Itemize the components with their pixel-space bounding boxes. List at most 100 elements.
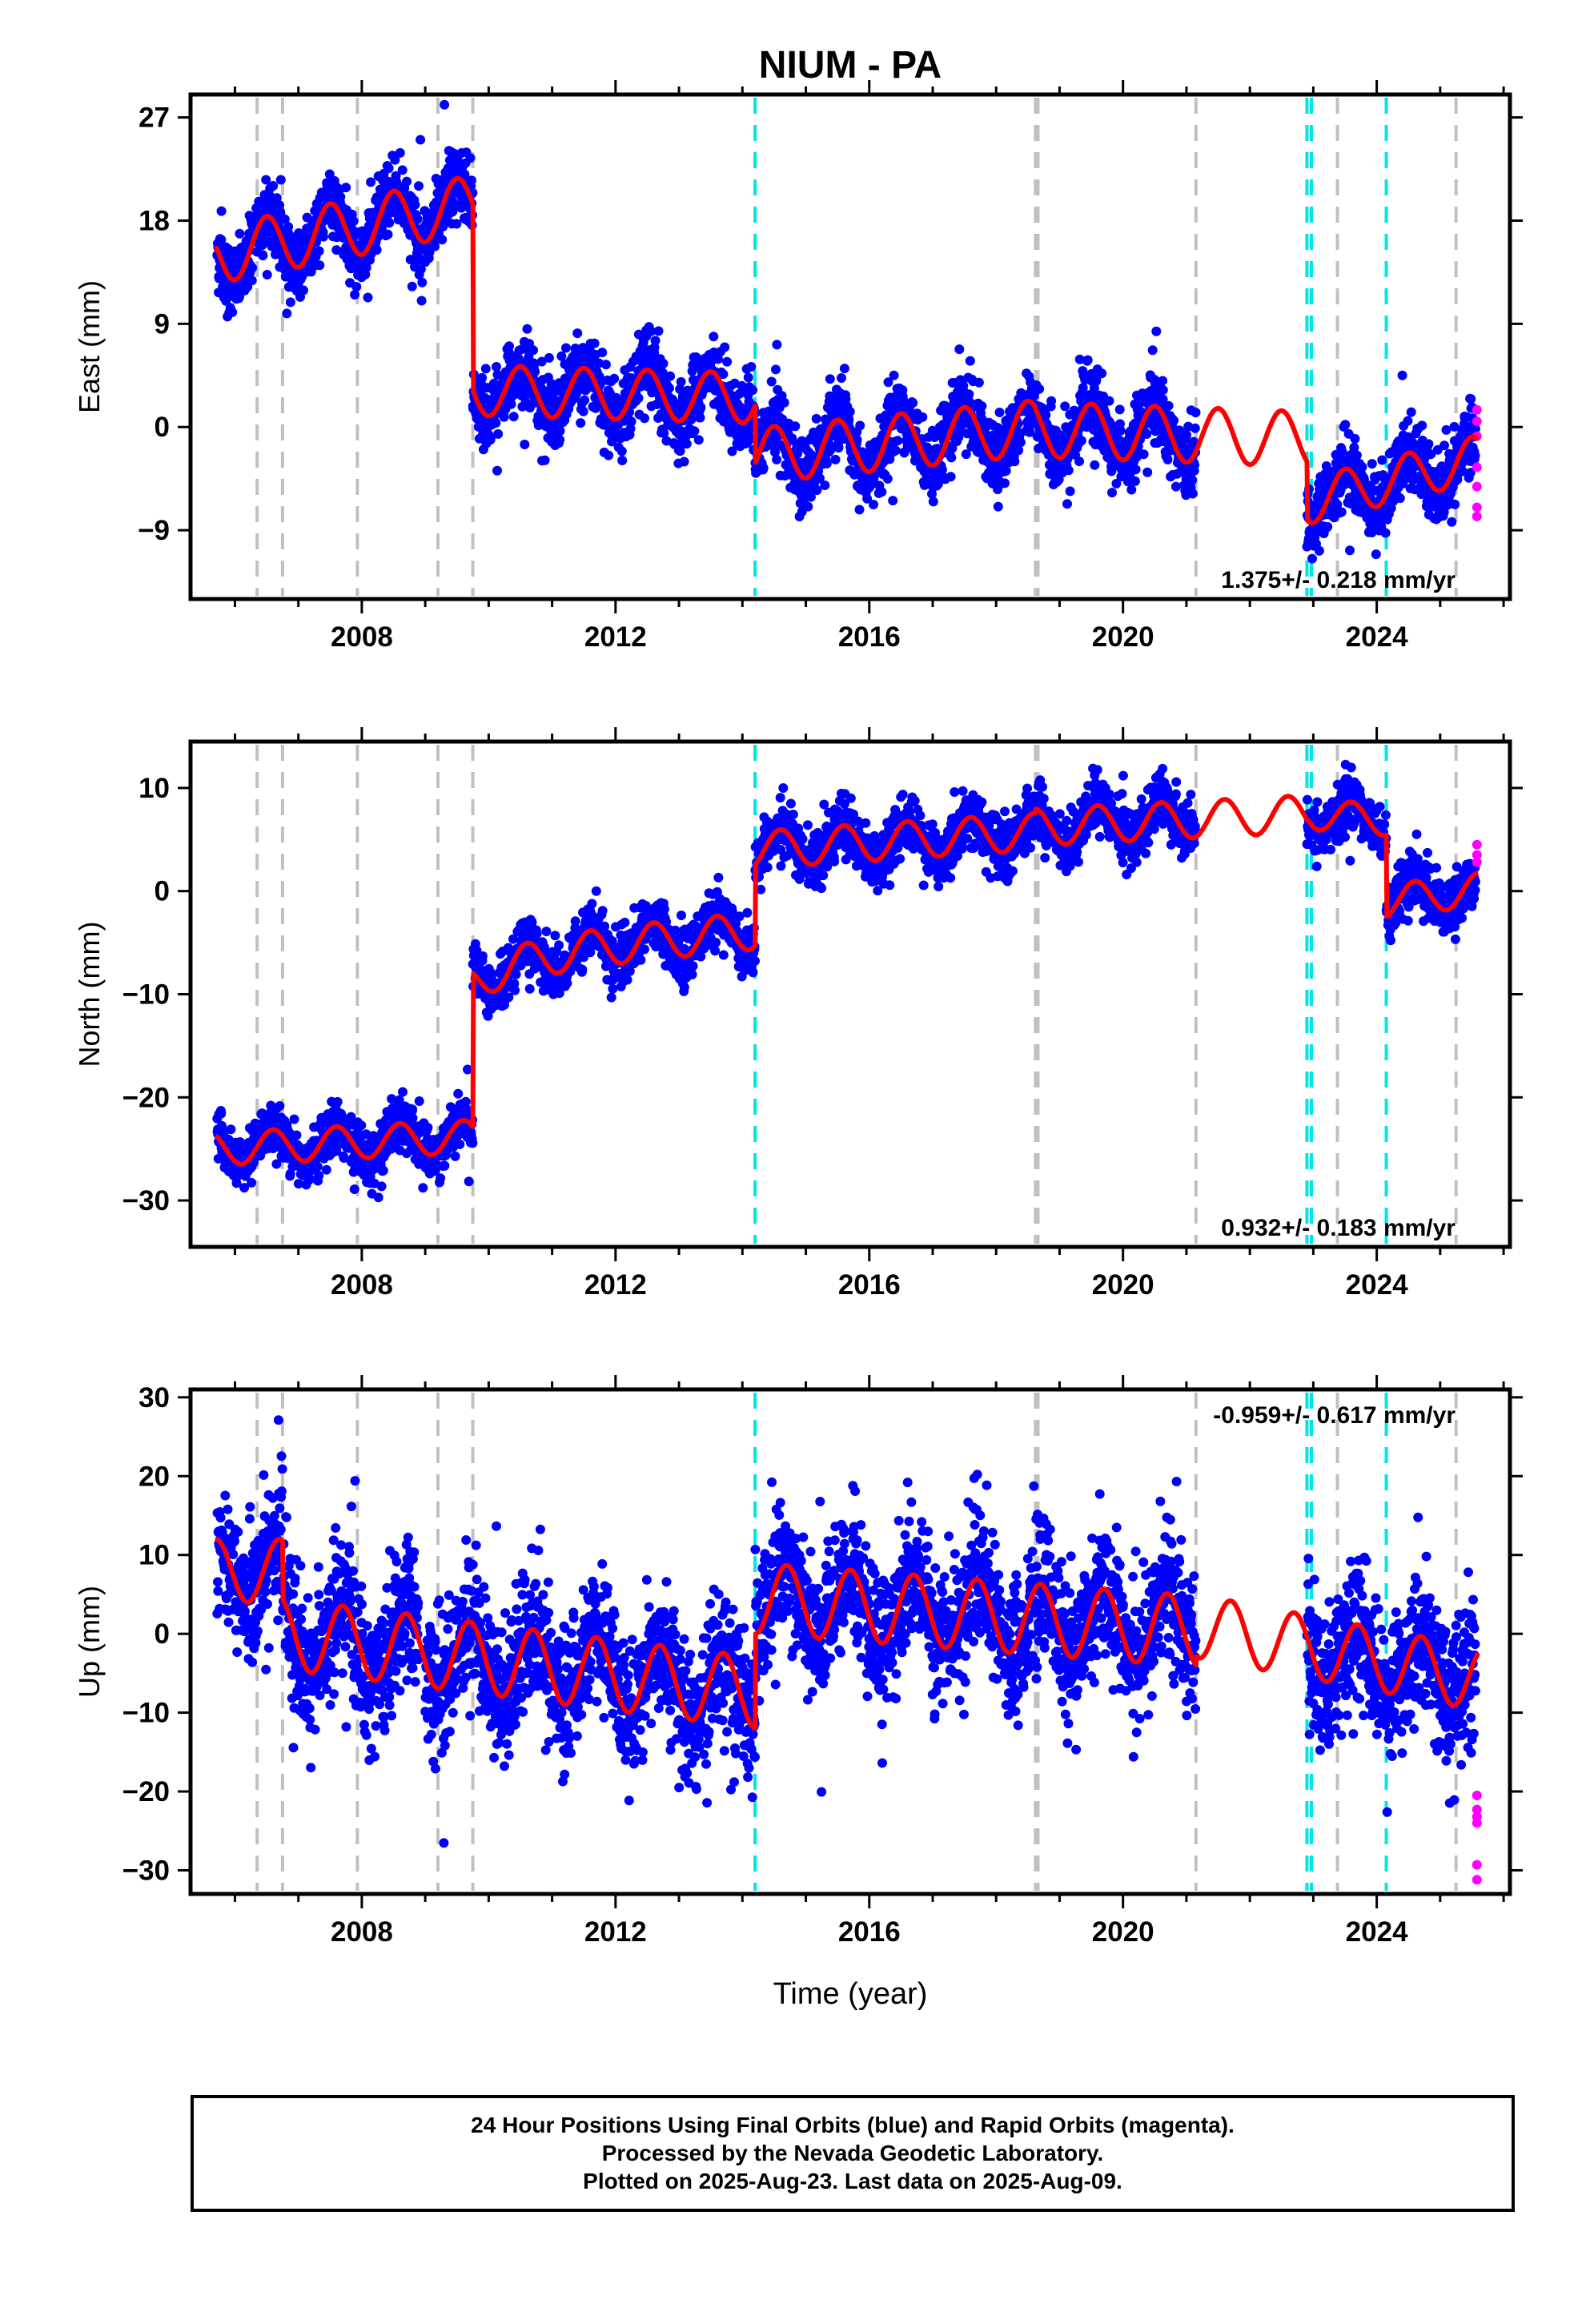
final-orbit-point bbox=[491, 418, 501, 428]
final-orbit-point bbox=[825, 374, 835, 384]
final-orbit-point bbox=[1041, 410, 1051, 420]
final-orbit-point bbox=[597, 348, 608, 358]
final-orbit-point bbox=[743, 372, 753, 383]
final-orbit-point bbox=[626, 416, 636, 427]
final-orbit-point bbox=[417, 277, 428, 287]
final-orbit-point bbox=[882, 473, 893, 484]
x-tick-label: 2012 bbox=[584, 621, 647, 653]
final-orbit-point bbox=[709, 332, 719, 342]
final-orbit-point bbox=[279, 214, 290, 224]
final-orbit-point bbox=[1014, 445, 1024, 456]
final-orbit-point bbox=[811, 413, 821, 424]
final-orbit-point bbox=[467, 175, 476, 186]
rapid-orbit-point bbox=[1472, 502, 1482, 513]
final-orbit-point bbox=[349, 1184, 359, 1194]
final-orbit-point bbox=[504, 341, 514, 352]
final-orbit-point bbox=[1082, 355, 1093, 365]
final-orbit-point bbox=[335, 191, 346, 202]
final-orbit-point bbox=[908, 398, 918, 408]
final-orbit-point bbox=[964, 389, 974, 400]
final-orbit-point bbox=[770, 447, 780, 457]
final-orbit-point bbox=[650, 336, 661, 346]
final-orbit-point bbox=[1170, 481, 1181, 492]
final-orbit-point bbox=[318, 231, 328, 242]
final-orbit-point bbox=[299, 285, 308, 296]
final-orbit-point bbox=[291, 1130, 302, 1140]
final-orbit-point bbox=[1190, 423, 1200, 433]
final-orbit-point bbox=[561, 343, 571, 353]
final-orbit-point bbox=[402, 176, 412, 187]
final-orbit-point bbox=[772, 340, 782, 350]
final-orbit-point bbox=[993, 501, 1003, 512]
final-orbit-point bbox=[235, 228, 245, 239]
final-orbit-point bbox=[665, 383, 674, 393]
event-lines-east bbox=[255, 98, 1458, 596]
x-tick-label: 2024 bbox=[1346, 621, 1408, 653]
final-orbit-point bbox=[416, 264, 426, 275]
final-orbit-point bbox=[258, 251, 268, 261]
final-orbit-point bbox=[1097, 368, 1107, 379]
final-orbit-point bbox=[1138, 449, 1149, 460]
final-orbit-point bbox=[262, 270, 272, 279]
final-orbit-point bbox=[954, 344, 965, 355]
y-tick-label: 9 bbox=[155, 308, 170, 340]
final-orbit-point bbox=[1065, 486, 1075, 497]
final-orbit-point bbox=[283, 222, 294, 232]
final-orbit-point bbox=[790, 421, 801, 432]
final-orbit-point bbox=[377, 223, 387, 233]
final-orbit-point bbox=[727, 446, 737, 456]
final-orbit-point bbox=[576, 418, 586, 428]
final-orbit-point bbox=[373, 1192, 383, 1203]
final-orbit-point bbox=[889, 370, 899, 380]
final-orbit-point bbox=[893, 436, 903, 446]
final-orbit-point bbox=[356, 1120, 367, 1131]
final-orbit-point bbox=[1351, 450, 1362, 460]
final-orbit-point bbox=[408, 1113, 418, 1124]
final-orbit-point bbox=[691, 352, 701, 362]
final-orbit-point bbox=[456, 203, 467, 213]
final-orbit-point bbox=[1000, 478, 1010, 489]
final-orbit-point bbox=[689, 426, 700, 436]
final-orbit-point bbox=[440, 99, 450, 110]
y-tick-label: 27 bbox=[139, 103, 170, 134]
final-orbit-point bbox=[1187, 475, 1198, 485]
final-orbit-point bbox=[555, 435, 565, 445]
final-orbit-point bbox=[1439, 440, 1449, 451]
final-orbit-point bbox=[1466, 394, 1476, 404]
final-orbit-point bbox=[779, 397, 789, 408]
final-orbit-point bbox=[1182, 430, 1192, 440]
final-orbit-point bbox=[594, 358, 604, 368]
final-orbit-point bbox=[974, 377, 984, 388]
final-orbit-point bbox=[1034, 384, 1045, 394]
rapid-orbit-point bbox=[1472, 481, 1482, 492]
final-orbit-point bbox=[854, 505, 865, 515]
final-orbit-point bbox=[1169, 416, 1178, 426]
final-orbit-point bbox=[1395, 493, 1405, 504]
final-orbit-point bbox=[766, 376, 777, 387]
final-orbit-point bbox=[1076, 436, 1086, 446]
final-orbit-point bbox=[452, 219, 462, 229]
final-orbit-point bbox=[1010, 456, 1020, 467]
final-orbit-point bbox=[414, 1096, 424, 1106]
final-orbit-point bbox=[1142, 467, 1153, 477]
final-orbit-point bbox=[398, 1087, 408, 1097]
final-orbit-point bbox=[1130, 464, 1141, 475]
rapid-orbit-point bbox=[1472, 462, 1482, 472]
rapid-orbit-point bbox=[1472, 416, 1482, 427]
final-orbit-point bbox=[480, 364, 491, 374]
final-orbit-point bbox=[485, 433, 496, 444]
final-orbit-point bbox=[455, 1140, 465, 1149]
final-orbit-point bbox=[430, 241, 440, 251]
final-orbit-point bbox=[522, 324, 532, 334]
final-orbit-point bbox=[572, 328, 583, 339]
final-orbit-point bbox=[423, 1123, 433, 1133]
rapid-orbit-point bbox=[1472, 511, 1482, 521]
final-orbit-point bbox=[1406, 407, 1416, 417]
final-orbit-point bbox=[414, 181, 424, 191]
final-orbit-point bbox=[772, 454, 782, 464]
final-orbit-point bbox=[528, 345, 538, 356]
final-orbit-point bbox=[261, 175, 271, 185]
final-orbit-point bbox=[275, 1101, 285, 1111]
final-orbit-point bbox=[803, 501, 813, 512]
final-orbit-point bbox=[556, 351, 567, 361]
